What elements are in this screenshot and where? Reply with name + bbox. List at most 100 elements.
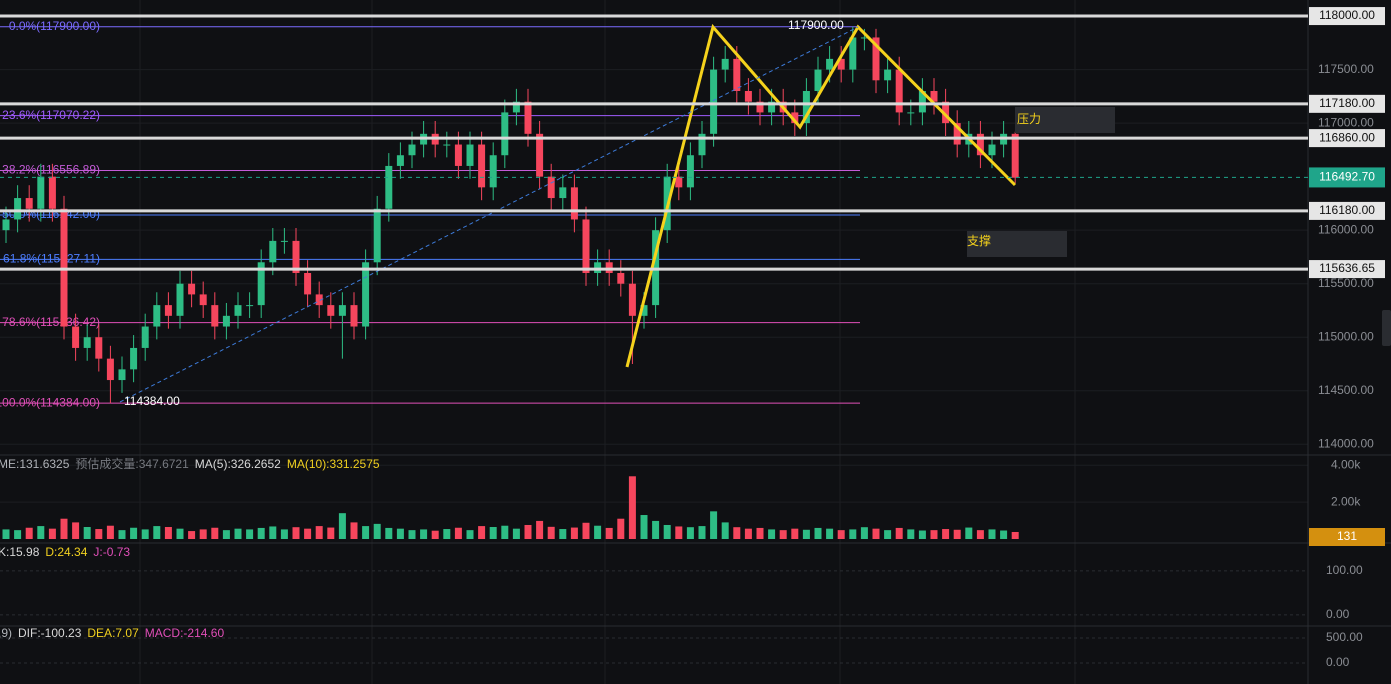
y-tick-label: 115000.00 <box>1318 329 1374 343</box>
scroll-handle[interactable] <box>1382 310 1391 346</box>
candle-body <box>130 347 138 370</box>
volume-bar <box>918 530 926 539</box>
volume-bar <box>454 527 462 539</box>
volume-bar <box>628 476 636 539</box>
volume-bar <box>733 527 741 539</box>
indicator-header: MA(10):331.2575 <box>287 457 380 471</box>
volume-bar <box>466 530 474 539</box>
indicator-header: MA(5):326.2652 <box>195 457 281 471</box>
level-tag <box>1309 129 1385 148</box>
volume-bar <box>164 527 172 539</box>
y-tick-label: 0.00 <box>1326 655 1350 669</box>
volume-bar <box>640 515 648 539</box>
candle-body <box>466 144 474 166</box>
level-label: 118000.00 <box>1319 8 1375 22</box>
volume-bar <box>710 511 718 539</box>
volume-bar <box>802 529 810 539</box>
volume-bar <box>930 530 938 539</box>
volume-bar <box>280 529 288 539</box>
volume-bar <box>907 529 915 539</box>
volume-bar <box>350 522 358 539</box>
volume-bar <box>199 529 207 539</box>
volume-bar <box>338 513 346 539</box>
volume-bar <box>130 527 138 539</box>
volume-bar <box>768 529 776 539</box>
volume-bar <box>2 529 10 539</box>
volume-bar <box>594 525 602 539</box>
volume-bar <box>141 529 149 539</box>
level-tag <box>1309 260 1385 279</box>
candle-body <box>918 91 926 113</box>
indicator-header: D:24.34 <box>45 545 87 559</box>
candle-body <box>744 91 752 102</box>
candle-body <box>814 69 822 91</box>
candle-body <box>570 187 578 220</box>
volume-bar <box>779 530 787 539</box>
volume-bar <box>663 524 671 539</box>
fib-label: 61.8%(115727.11) <box>3 252 100 266</box>
candle-body <box>362 262 370 327</box>
current-price-tag <box>1309 167 1385 188</box>
volume-bar <box>872 528 880 539</box>
candle-body <box>791 112 799 124</box>
volume-bar <box>547 526 555 539</box>
fib-label: 23.6%(117070.22) <box>2 108 100 122</box>
candle-body <box>930 91 938 102</box>
candle-body <box>246 305 254 307</box>
volume-bar <box>234 528 242 539</box>
volume-bar <box>965 527 973 539</box>
indicator-header: ME:131.6325 <box>0 457 70 471</box>
volume-bar <box>396 528 404 539</box>
volume-bar <box>976 530 984 539</box>
volume-current-label: 131 <box>1337 529 1357 543</box>
volume-bar <box>362 526 370 539</box>
y-tick-label: 2.00k <box>1331 494 1361 508</box>
y-tick-label: 100.00 <box>1326 563 1363 577</box>
candle-body <box>211 305 219 327</box>
high-label: 117900.00 <box>788 18 844 32</box>
volume-bar <box>37 526 45 539</box>
candle-body <box>826 58 834 70</box>
volume-bar <box>176 528 184 539</box>
volume-bar <box>83 527 91 539</box>
candle-body <box>617 273 625 284</box>
fib-label: 0.0%(117900.00) <box>9 19 100 33</box>
support-label: 支撑 <box>967 233 991 248</box>
candle-body <box>153 305 161 327</box>
volume-bar <box>431 530 439 539</box>
volume-bar <box>269 526 277 539</box>
indicator-header: J:-0.73 <box>93 545 130 559</box>
volume-bar <box>814 527 822 539</box>
volume-bar <box>826 528 834 539</box>
candle-body <box>976 133 984 156</box>
level-label: 115636.65 <box>1319 261 1375 275</box>
volume-bar <box>605 527 613 539</box>
indicator-header: MACD:-214.60 <box>145 626 225 640</box>
candle-body <box>907 112 915 114</box>
volume-bar <box>675 526 683 539</box>
candle-body <box>443 144 451 146</box>
volume-bar <box>617 518 625 539</box>
resistance-box <box>1015 107 1115 133</box>
candle-body <box>222 315 230 327</box>
volume-bar <box>849 529 857 539</box>
pattern-line <box>625 23 1017 368</box>
volume-bar <box>698 526 706 539</box>
candle-body <box>512 101 520 113</box>
volume-bar <box>559 529 567 539</box>
volume-bar <box>860 527 868 539</box>
volume-bar <box>14 530 22 539</box>
candle-body <box>454 144 462 166</box>
volume-bar <box>512 528 520 539</box>
candle-body <box>478 144 486 188</box>
candle-body <box>628 283 636 316</box>
candle-body <box>396 155 404 166</box>
volume-tag <box>1309 528 1385 546</box>
fib-label: 78.6%(115136.42) <box>2 315 100 329</box>
grid <box>0 0 1308 684</box>
volume-bar <box>420 529 428 539</box>
candle-body <box>373 208 381 263</box>
